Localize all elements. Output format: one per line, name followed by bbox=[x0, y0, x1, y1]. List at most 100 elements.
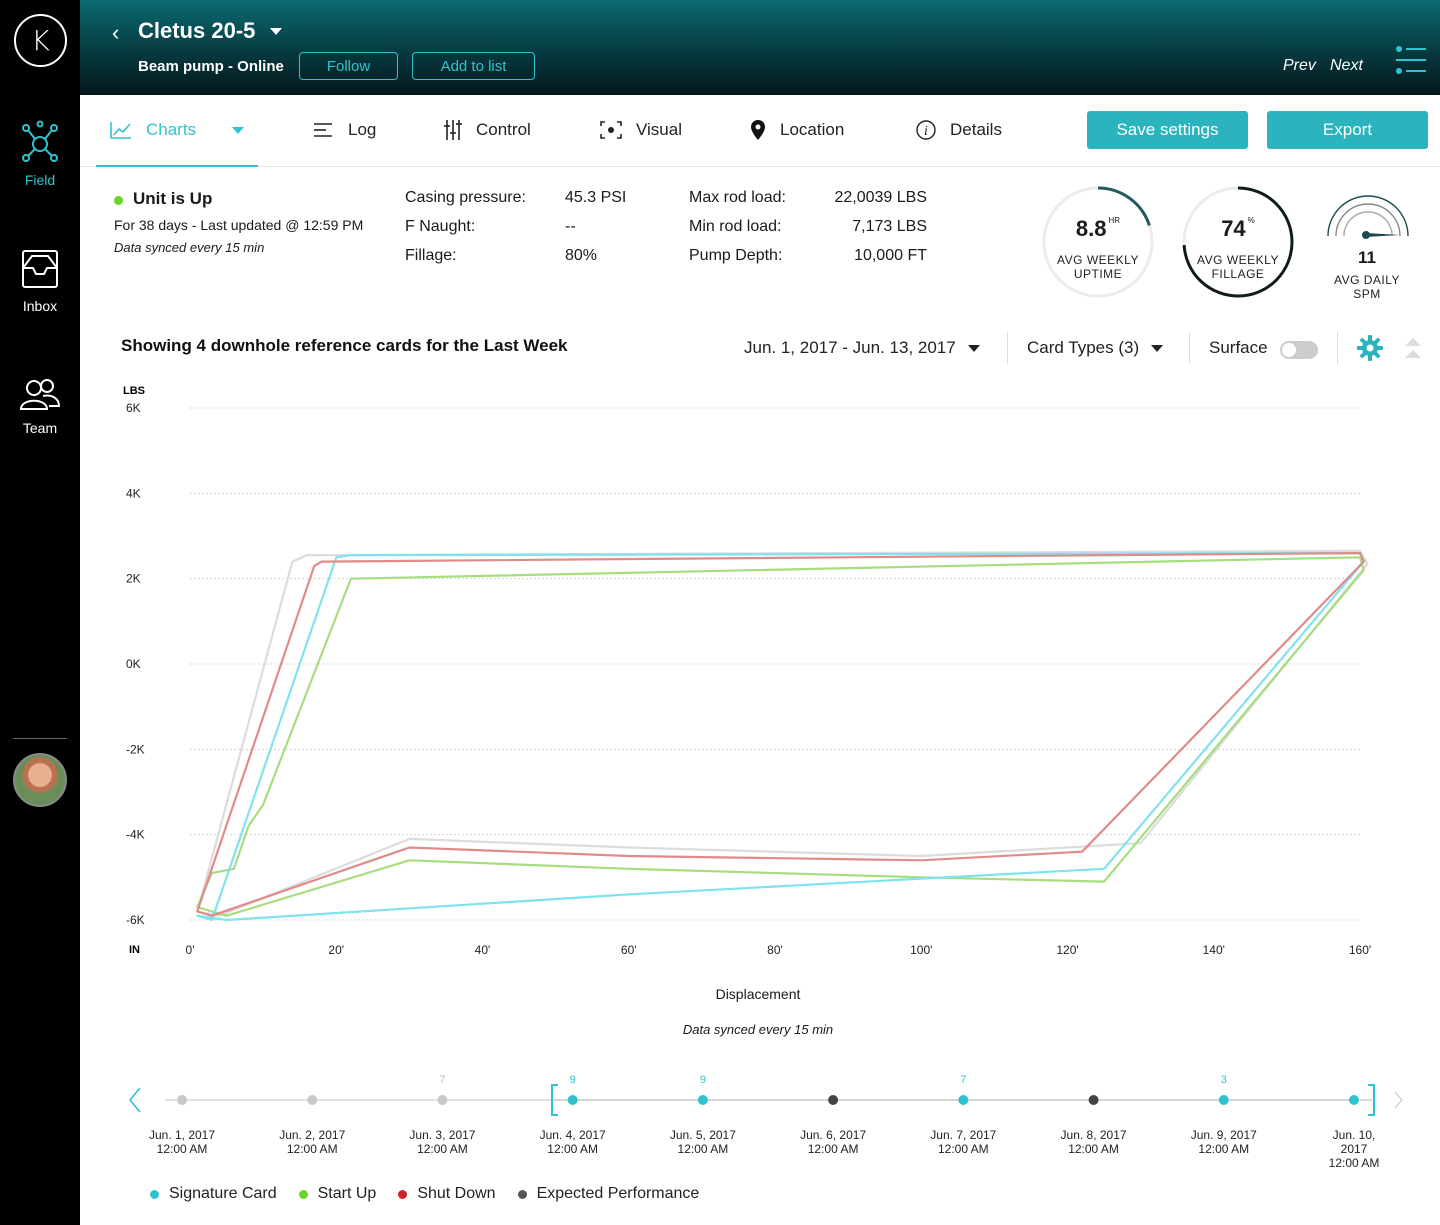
timeline-date: Jun. 3, 2017 bbox=[409, 1128, 476, 1142]
legend-dot bbox=[517, 1189, 527, 1199]
chevron-down-icon bbox=[967, 344, 980, 352]
save-settings-button[interactable]: Save settings bbox=[1087, 111, 1248, 149]
uptime-value: 8.8 HR bbox=[1040, 216, 1156, 242]
timeline-time: 12:00 AM bbox=[1198, 1142, 1250, 1156]
legend-item[interactable]: Shut Down bbox=[398, 1185, 496, 1203]
timeline-prev-arrow-icon[interactable] bbox=[128, 1087, 141, 1113]
spm-label: AVG DAILY SPM bbox=[1327, 273, 1407, 301]
metric-label: Max rod load: bbox=[689, 189, 786, 206]
list-menu-icon[interactable] bbox=[1396, 46, 1426, 74]
collapse-icon[interactable] bbox=[1404, 336, 1422, 360]
prev-link[interactable]: Prev bbox=[1283, 57, 1316, 74]
metric-value: 22,0039 LBS bbox=[834, 189, 927, 206]
timeline-date-label: Jun. 4, 2017 12:00 AM bbox=[523, 1128, 623, 1156]
legend-item[interactable]: Signature Card bbox=[150, 1185, 277, 1203]
surface-toggle[interactable] bbox=[1280, 341, 1318, 359]
timeline-date-label: Jun. 9, 2017 12:00 AM bbox=[1174, 1128, 1274, 1156]
x-tick-label: 160' bbox=[1349, 943, 1371, 957]
x-tick-label: 120' bbox=[1056, 943, 1078, 957]
timeline-point[interactable] bbox=[1218, 1095, 1229, 1105]
app-logo[interactable]: K bbox=[14, 14, 67, 67]
timeline-point[interactable] bbox=[177, 1095, 187, 1105]
export-button[interactable]: Export bbox=[1267, 111, 1428, 149]
series-line bbox=[196, 549, 1369, 917]
sidebar: K Field Inbox bbox=[0, 0, 80, 1225]
timeline-point[interactable] bbox=[1349, 1095, 1359, 1105]
fillage-label-line: AVG WEEKLY bbox=[1197, 253, 1279, 267]
chevron-down-icon[interactable] bbox=[270, 28, 282, 35]
tab-log[interactable]: Log bbox=[314, 117, 376, 143]
series-line bbox=[196, 556, 1365, 917]
inbox-icon bbox=[22, 250, 58, 288]
timeline-time: 12:00 AM bbox=[286, 1142, 338, 1156]
sidebar-item-inbox[interactable]: Inbox bbox=[0, 248, 80, 314]
range-end-bracket[interactable] bbox=[1368, 1084, 1375, 1116]
follow-button[interactable]: Follow bbox=[299, 52, 398, 80]
tab-details[interactable]: i Details bbox=[916, 117, 1002, 143]
avatar[interactable] bbox=[13, 753, 67, 807]
timeline-time: 12:00 AM bbox=[677, 1142, 729, 1156]
timeline-count: 7 bbox=[960, 1074, 966, 1086]
x-tick-label: 40' bbox=[475, 943, 491, 957]
x-tick-label: 80' bbox=[767, 943, 783, 957]
tab-label: Visual bbox=[636, 120, 682, 139]
timeline-count: 7 bbox=[439, 1074, 445, 1086]
next-link[interactable]: Next bbox=[1330, 57, 1363, 74]
map-pin-icon bbox=[751, 120, 765, 140]
uptime-unit: HR bbox=[1108, 216, 1121, 225]
gear-icon[interactable] bbox=[1357, 335, 1383, 361]
back-chevron-icon[interactable]: ‹ bbox=[112, 20, 120, 45]
tab-label: Details bbox=[950, 120, 1002, 139]
fillage-label: AVG WEEKLY FILLAGE bbox=[1180, 253, 1296, 281]
legend-item[interactable]: Start Up bbox=[298, 1185, 377, 1203]
legend-dot bbox=[298, 1189, 308, 1199]
chart-sync-note: Data synced every 15 min bbox=[682, 1022, 834, 1037]
spm-label-line: AVG DAILY bbox=[1333, 273, 1401, 287]
timeline-point[interactable] bbox=[697, 1095, 708, 1105]
active-tab-indicator bbox=[96, 165, 258, 167]
timeline-time: 12:00 AM bbox=[1328, 1156, 1380, 1170]
timeline-point[interactable] bbox=[567, 1095, 578, 1105]
tab-label: Location bbox=[780, 120, 845, 139]
x-tick-label: 60' bbox=[621, 943, 637, 957]
chevron-down-icon[interactable] bbox=[232, 126, 245, 134]
timeline-date: Jun. 4, 2017 bbox=[539, 1128, 606, 1142]
timeline-point[interactable] bbox=[958, 1095, 969, 1105]
timeline-point[interactable] bbox=[1088, 1095, 1099, 1105]
tab-charts[interactable]: Charts bbox=[110, 117, 245, 143]
line-chart-icon bbox=[110, 122, 131, 139]
timeline-point[interactable] bbox=[437, 1095, 448, 1105]
timeline-point[interactable] bbox=[828, 1095, 839, 1105]
y-tick-label: 2K bbox=[126, 572, 141, 586]
timeline-point[interactable] bbox=[307, 1095, 318, 1105]
card-types-select[interactable]: Card Types (3) bbox=[1027, 338, 1164, 358]
legend-label: Start Up bbox=[317, 1185, 377, 1202]
card-types-label: Card Types (3) bbox=[1027, 338, 1140, 357]
metric-value: 10,000 FT bbox=[854, 247, 927, 264]
legend-item[interactable]: Expected Performance bbox=[517, 1185, 699, 1203]
legend-label: Shut Down bbox=[417, 1185, 496, 1202]
tab-location[interactable]: Location bbox=[750, 117, 844, 143]
metric-value: 80% bbox=[565, 247, 598, 264]
add-to-list-button[interactable]: Add to list bbox=[412, 52, 535, 80]
timeline-time: 12:00 AM bbox=[156, 1142, 208, 1156]
x-axis-unit: IN bbox=[129, 944, 140, 956]
range-start-bracket[interactable] bbox=[551, 1084, 558, 1116]
date-range-select[interactable]: Jun. 1, 2017 - Jun. 13, 2017 bbox=[744, 338, 980, 358]
tab-control[interactable]: Control bbox=[444, 117, 531, 143]
timeline-date: Jun. 7, 2017 bbox=[930, 1128, 997, 1142]
metric-label: Pump Depth: bbox=[689, 247, 783, 264]
sidebar-item-field[interactable]: Field bbox=[0, 120, 80, 188]
divider bbox=[1337, 332, 1338, 364]
divider bbox=[1189, 332, 1190, 364]
chart-legend: Signature Card Start Up Shut Down Expect… bbox=[150, 1185, 721, 1203]
sidebar-item-team[interactable]: Team bbox=[0, 376, 80, 436]
metric-value: 45.3 PSI bbox=[565, 189, 627, 206]
dynamometer-chart: 6K 4K 2K 0K -2K -4K -6K 0' 20' 40' 60' 80' 100' 120'… bbox=[123, 385, 1371, 957]
tab-visual[interactable]: Visual bbox=[600, 117, 682, 143]
status-title: Unit is Up bbox=[133, 189, 213, 208]
timeline-count: 9 bbox=[700, 1074, 706, 1086]
timeline-next-arrow-icon[interactable] bbox=[1394, 1091, 1403, 1109]
timeline-date: Jun. 8, 2017 bbox=[1060, 1128, 1127, 1142]
status-indicator bbox=[114, 196, 123, 205]
